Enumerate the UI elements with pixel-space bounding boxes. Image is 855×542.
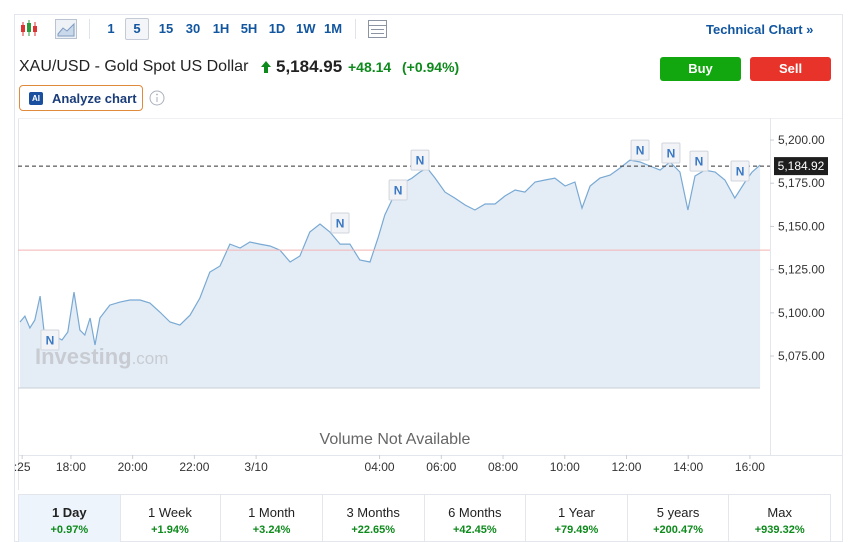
y-tick-label: 5,150.00 <box>778 219 825 233</box>
interval-button[interactable]: 1W <box>296 21 316 36</box>
period-label: 6 Months <box>448 505 502 520</box>
interval-button[interactable]: 1H <box>212 21 230 36</box>
period-change: +3.24% <box>252 524 291 536</box>
sell-button[interactable]: Sell <box>750 57 831 81</box>
up-arrow <box>261 61 271 73</box>
y-tick-label: 5,125.00 <box>778 263 825 277</box>
news-marker-label: N <box>636 144 645 158</box>
period-label: 5 years <box>656 505 700 520</box>
period-change: +42.45% <box>452 524 497 536</box>
y-tick-label: 5,200.00 <box>778 133 825 147</box>
period-tab[interactable]: Max +939.32% <box>729 494 831 542</box>
news-marker <box>630 139 650 161</box>
x-tick-label: 12:00 <box>611 460 641 474</box>
period-change: +1.94% <box>151 524 189 536</box>
news-marker <box>388 179 408 201</box>
news-marker <box>730 160 750 182</box>
y-tick-label: 5,100.00 <box>778 306 825 320</box>
period-label: 1 Year <box>558 505 595 520</box>
x-tick-label: 18:00 <box>56 460 86 474</box>
news-marker-label: N <box>667 147 676 161</box>
current-price-label: 5,184.92 <box>778 159 825 173</box>
news-marker <box>661 142 681 164</box>
interval-button[interactable]: 15 <box>158 21 174 36</box>
news-marker-label: N <box>695 155 704 169</box>
x-tick-label: 14:00 <box>673 460 703 474</box>
period-change: +200.47% <box>653 524 703 536</box>
table-icon[interactable] <box>368 20 387 38</box>
period-tab[interactable]: 6 Months +42.45% <box>424 494 527 542</box>
news-marker <box>689 150 709 172</box>
period-tab[interactable]: 5 years +200.47% <box>627 494 730 542</box>
period-change: +79.49% <box>554 524 599 536</box>
interval-button[interactable]: 5H <box>240 21 258 36</box>
change-percent: (+0.94%) <box>402 59 460 75</box>
period-change: +22.65% <box>351 524 396 536</box>
news-marker-label: N <box>394 183 403 197</box>
x-tick-label: 3/10 <box>244 460 268 474</box>
ai-badge: AI <box>29 92 43 105</box>
info-icon[interactable] <box>149 90 165 106</box>
period-label: 1 Day <box>51 505 87 520</box>
y-tick-label: 5,075.00 <box>778 349 825 363</box>
price: 5,184.95 <box>276 57 343 76</box>
news-marker-label: N <box>336 216 345 230</box>
interval-button[interactable]: 1D <box>268 21 286 36</box>
x-tick-label: 22:00 <box>179 460 209 474</box>
period-tab[interactable]: 1 Week +1.94% <box>119 494 222 542</box>
price-area <box>20 160 761 388</box>
x-tick-label: 06:00 <box>426 460 456 474</box>
period-label: 3 Months <box>346 505 400 520</box>
period-tab[interactable]: 1 Month +3.24% <box>221 494 323 542</box>
period-tab[interactable]: 1 Day +0.97% <box>18 494 121 542</box>
interval-button[interactable]: 1 <box>107 21 115 36</box>
period-change: +0.97% <box>50 524 89 536</box>
candle-icon[interactable] <box>21 20 37 36</box>
news-marker <box>40 329 60 351</box>
news-marker-label: N <box>736 164 745 178</box>
area-icon[interactable] <box>55 19 77 39</box>
news-marker-label: N <box>416 154 425 168</box>
x-tick-label: 08:00 <box>488 460 518 474</box>
interval-button[interactable]: 30 <box>185 21 201 36</box>
news-marker <box>410 149 430 171</box>
news-marker <box>330 212 350 234</box>
period-tab[interactable]: 1 Year +79.49% <box>526 494 628 542</box>
x-tick-label: 04:00 <box>365 460 395 474</box>
analyze-button[interactable]: AI Analyze chart <box>19 85 143 111</box>
period-change: +939.32% <box>754 524 805 536</box>
interval-button[interactable]: 5 <box>125 18 149 40</box>
period-label: Max <box>767 505 792 520</box>
x-tick-label: 10:00 <box>550 460 580 474</box>
period-label: 1 Month <box>248 505 296 520</box>
news-marker-label: N <box>46 333 55 347</box>
buy-button[interactable]: Buy <box>660 57 741 81</box>
period-label: 1 Week <box>148 505 192 520</box>
x-tick-label: 16:00 <box>735 460 765 474</box>
period-tab[interactable]: 3 Months +22.65% <box>322 494 425 542</box>
analyze-label: Analyze chart <box>52 91 137 106</box>
interval-button[interactable]: 1M <box>324 21 343 36</box>
x-tick-label: 20:00 <box>118 460 148 474</box>
technical-chart-link[interactable]: Technical Chart » <box>706 22 814 37</box>
volume-note: Volume Not Available <box>320 431 471 448</box>
current-price-box <box>774 157 828 176</box>
x-tick-label: :25 <box>14 460 31 474</box>
y-tick-label: 5,175.00 <box>778 176 825 190</box>
watermark-suffix: .com <box>132 349 169 368</box>
change: +48.14 <box>348 59 392 75</box>
instrument-name: XAU/USD - Gold Spot US Dollar <box>19 58 249 75</box>
